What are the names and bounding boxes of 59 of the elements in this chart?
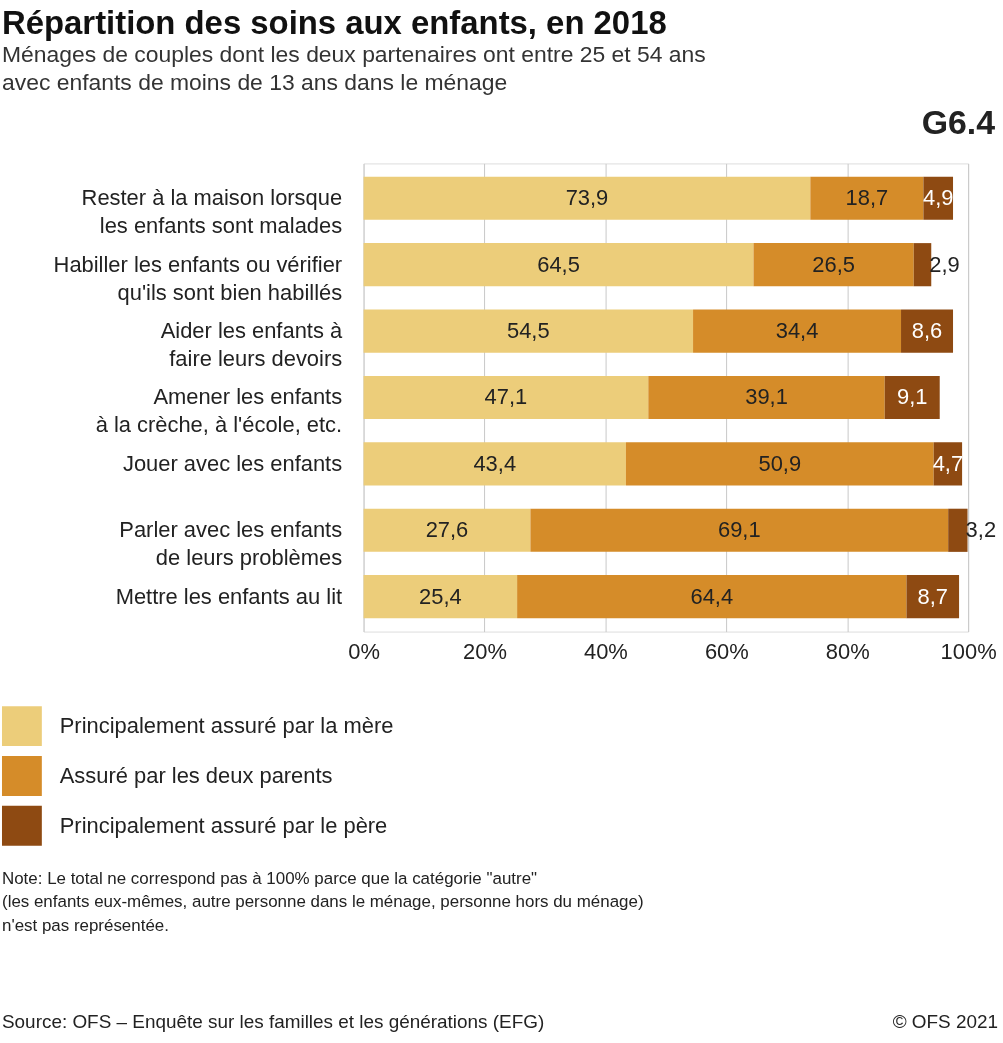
legend-label: Principalement assuré par la mère (59, 713, 394, 739)
bar (913, 243, 932, 287)
legend-label: Assuré par les deux parents (59, 762, 333, 788)
y-tick-label: Jouer avec les enfants (122, 450, 343, 476)
y-tick-label: Habiller les enfants ou vérifier qu'ils sont bien habillés (53, 251, 343, 305)
x-tick-label: 40% (583, 638, 628, 664)
data-label: 8,6 (911, 318, 943, 344)
data-label: 27,6 (425, 517, 469, 543)
text: G6.4 (921, 102, 996, 141)
data-label: 9,1 (896, 384, 928, 410)
data-label: 18,7 (845, 185, 889, 211)
bar (517, 575, 907, 619)
bar (884, 375, 940, 420)
text: © OFS 2021 (892, 1010, 999, 1032)
bar (693, 309, 902, 353)
bar (810, 176, 924, 220)
data-label: 25,4 (419, 583, 462, 609)
data-label: 4,9 (922, 185, 954, 211)
bar (363, 442, 626, 486)
bar (648, 375, 885, 420)
data-label: 64,5 (537, 251, 580, 277)
x-tick-label: 20% (463, 638, 507, 664)
data-label: 73,9 (565, 185, 609, 211)
chart-subtitle: Ménages de couples dont les deux partenaires ont entre 25 et 54 ans avec enfants de moins de 13 ans dans le ménage (1, 40, 706, 95)
data-label: 26,5 (812, 251, 855, 277)
y-tick-label: Aider les enfants à faire leurs devoirs (160, 318, 343, 371)
x-tick-label: 100% (940, 638, 997, 664)
data-label: 4,7 (932, 450, 964, 476)
x-tick-label: 60% (704, 638, 749, 664)
chart-title: Répartition des soins aux enfants, en 2018 (1, 3, 667, 41)
data-label: 43,4 (473, 450, 517, 476)
data-label: 54,5 (506, 318, 550, 344)
bar (363, 309, 694, 353)
data-label: 47,1 (484, 384, 528, 410)
y-tick-label: Rester à la maison lorsque les enfants sont malades (81, 185, 343, 239)
y-tick-label: Parler avec les enfants de leurs problèmes (119, 517, 343, 571)
data-label: 50,9 (758, 450, 802, 476)
legend-label: Principalement assuré par le père (59, 812, 388, 838)
data-label: 64,4 (690, 583, 734, 609)
bar (363, 575, 518, 619)
bar (625, 442, 934, 486)
data-label: 8,7 (917, 583, 948, 609)
bar (363, 508, 531, 552)
y-tick-label: Mettre les enfants au lit (115, 583, 343, 609)
data-label: 69,1 (717, 517, 761, 543)
bar (363, 176, 811, 220)
source-note: Source: OFS – Enquête sur les familles et les générations (EFG) (1, 1010, 545, 1032)
bar (363, 243, 754, 287)
data-label: 39,1 (745, 384, 788, 410)
bar (906, 575, 960, 619)
bar (948, 508, 968, 552)
bar (363, 375, 649, 420)
text: Note: Le total ne correspond pas à 100% parce que la catégorie "autre" (les enfants eux-mêmes, autre personne dans le ménage, personne hors du ménage) n'est pas représentée. (1, 868, 644, 935)
bar (753, 243, 914, 287)
bar (530, 508, 949, 552)
x-tick-label: 80% (825, 638, 870, 664)
x-tick-label: 0% (348, 638, 380, 664)
y-tick-label: Amener les enfants à la crèche, à l'école, etc. (95, 384, 343, 438)
data-label: 34,4 (775, 318, 819, 344)
